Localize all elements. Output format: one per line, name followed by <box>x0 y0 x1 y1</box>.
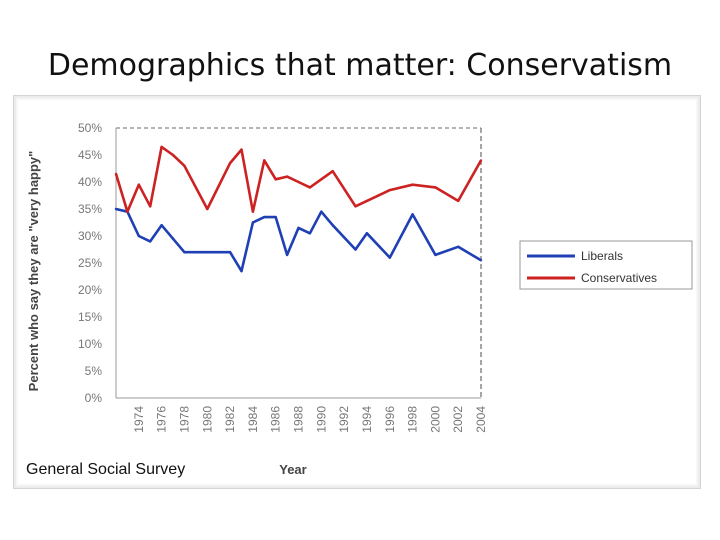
data-point-liberals <box>228 251 232 254</box>
data-point-liberals <box>263 215 266 219</box>
data-point-conservatives <box>285 175 289 178</box>
x-tick-label: 1998 <box>406 406 420 433</box>
series-line-conservatives <box>114 145 483 213</box>
data-point-conservatives <box>206 207 209 211</box>
data-point-liberals <box>297 226 300 230</box>
data-point-conservatives <box>308 186 312 189</box>
data-point-conservatives <box>149 205 152 208</box>
data-point-liberals <box>320 210 323 213</box>
x-tick-label: 2002 <box>451 406 465 433</box>
chart-figure: 0% 5% 10% 15% 20% 25% 30% 35% 40% 45% 50% 1974 1976 1… <box>13 95 701 489</box>
y-tick-label: 5% <box>85 364 103 378</box>
x-tick-label: 1992 <box>337 406 351 433</box>
data-point-liberals <box>137 234 141 238</box>
data-point-liberals <box>434 253 437 257</box>
x-tick-label: 2004 <box>474 406 488 433</box>
data-point-liberals <box>456 245 460 248</box>
data-point-conservatives <box>137 183 141 186</box>
y-axis-title: Percent who say they are "very happy" <box>26 151 41 392</box>
x-tick-label: 1982 <box>223 406 237 433</box>
line-chart: 0% 5% 10% 15% 20% 25% 30% 35% 40% 45% 50% 1974 1976 1… <box>26 121 693 477</box>
data-point-conservatives <box>160 145 163 149</box>
y-tick-label: 25% <box>78 256 102 270</box>
data-point-liberals <box>285 253 289 257</box>
series-line-liberals <box>115 207 482 273</box>
data-point-conservatives <box>388 188 391 192</box>
data-point-liberals <box>331 224 334 227</box>
data-point-liberals <box>308 232 312 235</box>
data-point-conservatives <box>479 159 483 162</box>
data-point-conservatives <box>411 183 414 186</box>
data-point-conservatives <box>434 186 437 189</box>
data-point-liberals <box>354 248 357 251</box>
data-point-conservatives <box>228 161 232 165</box>
x-tick-label: 1994 <box>360 406 374 433</box>
data-point-conservatives <box>354 205 357 208</box>
y-tick-label: 40% <box>78 175 102 189</box>
data-point-liberals <box>274 215 277 219</box>
data-point-liberals <box>240 269 243 273</box>
data-point-conservatives <box>297 180 300 184</box>
data-point-conservatives <box>263 159 266 162</box>
data-point-liberals <box>149 240 152 243</box>
data-point-conservatives <box>126 210 129 213</box>
x-tick-label: 1980 <box>200 406 214 433</box>
y-tick-label: 30% <box>78 229 102 243</box>
legend-label-conservatives: Conservatives <box>581 271 657 285</box>
data-point-liberals <box>365 232 369 235</box>
data-point-conservatives <box>251 210 255 213</box>
x-tick-label: 1976 <box>155 406 169 433</box>
slide-title: Demographics that matter: Conservatism <box>47 48 673 83</box>
x-tick-label: 1984 <box>246 406 260 433</box>
data-point-liberals <box>206 251 209 254</box>
data-point-conservatives <box>320 178 323 181</box>
x-tick-label: 1986 <box>269 406 283 433</box>
x-tick-label: 1990 <box>314 406 328 433</box>
data-point-liberals <box>183 251 186 254</box>
data-point-liberals <box>160 224 163 227</box>
data-point-conservatives <box>171 153 175 157</box>
legend-box <box>519 240 693 290</box>
y-tick-label: 50% <box>78 121 102 135</box>
data-point-liberals <box>479 259 483 262</box>
y-tick-label: 0% <box>85 391 103 405</box>
x-tick-label: 1988 <box>292 406 306 433</box>
data-point-conservatives <box>365 199 369 203</box>
source-note: General Social Survey <box>26 461 186 478</box>
y-tick-label: 45% <box>78 148 102 162</box>
x-axis-title: Year <box>279 462 306 477</box>
data-point-liberals <box>114 207 118 211</box>
y-tick-label: 10% <box>78 337 102 351</box>
data-point-conservatives <box>331 170 334 173</box>
data-point-liberals <box>251 221 255 224</box>
data-point-conservatives <box>456 199 460 203</box>
legend-label-liberals: Liberals <box>581 249 623 263</box>
y-tick-label: 20% <box>78 283 102 297</box>
data-point-conservatives <box>240 148 243 151</box>
x-tick-label: 2000 <box>428 406 442 433</box>
y-tick-label: 35% <box>78 202 102 216</box>
data-point-conservatives <box>274 178 277 181</box>
data-point-conservatives <box>183 164 186 167</box>
data-point-liberals <box>411 213 414 216</box>
x-tick-label: 1996 <box>383 406 397 433</box>
y-tick-label: 15% <box>78 310 102 324</box>
x-tick-label: 1978 <box>177 406 191 433</box>
data-point-conservatives <box>114 172 118 176</box>
data-point-liberals <box>388 256 391 259</box>
x-tick-label: 1974 <box>132 406 146 433</box>
data-point-liberals <box>171 237 175 240</box>
